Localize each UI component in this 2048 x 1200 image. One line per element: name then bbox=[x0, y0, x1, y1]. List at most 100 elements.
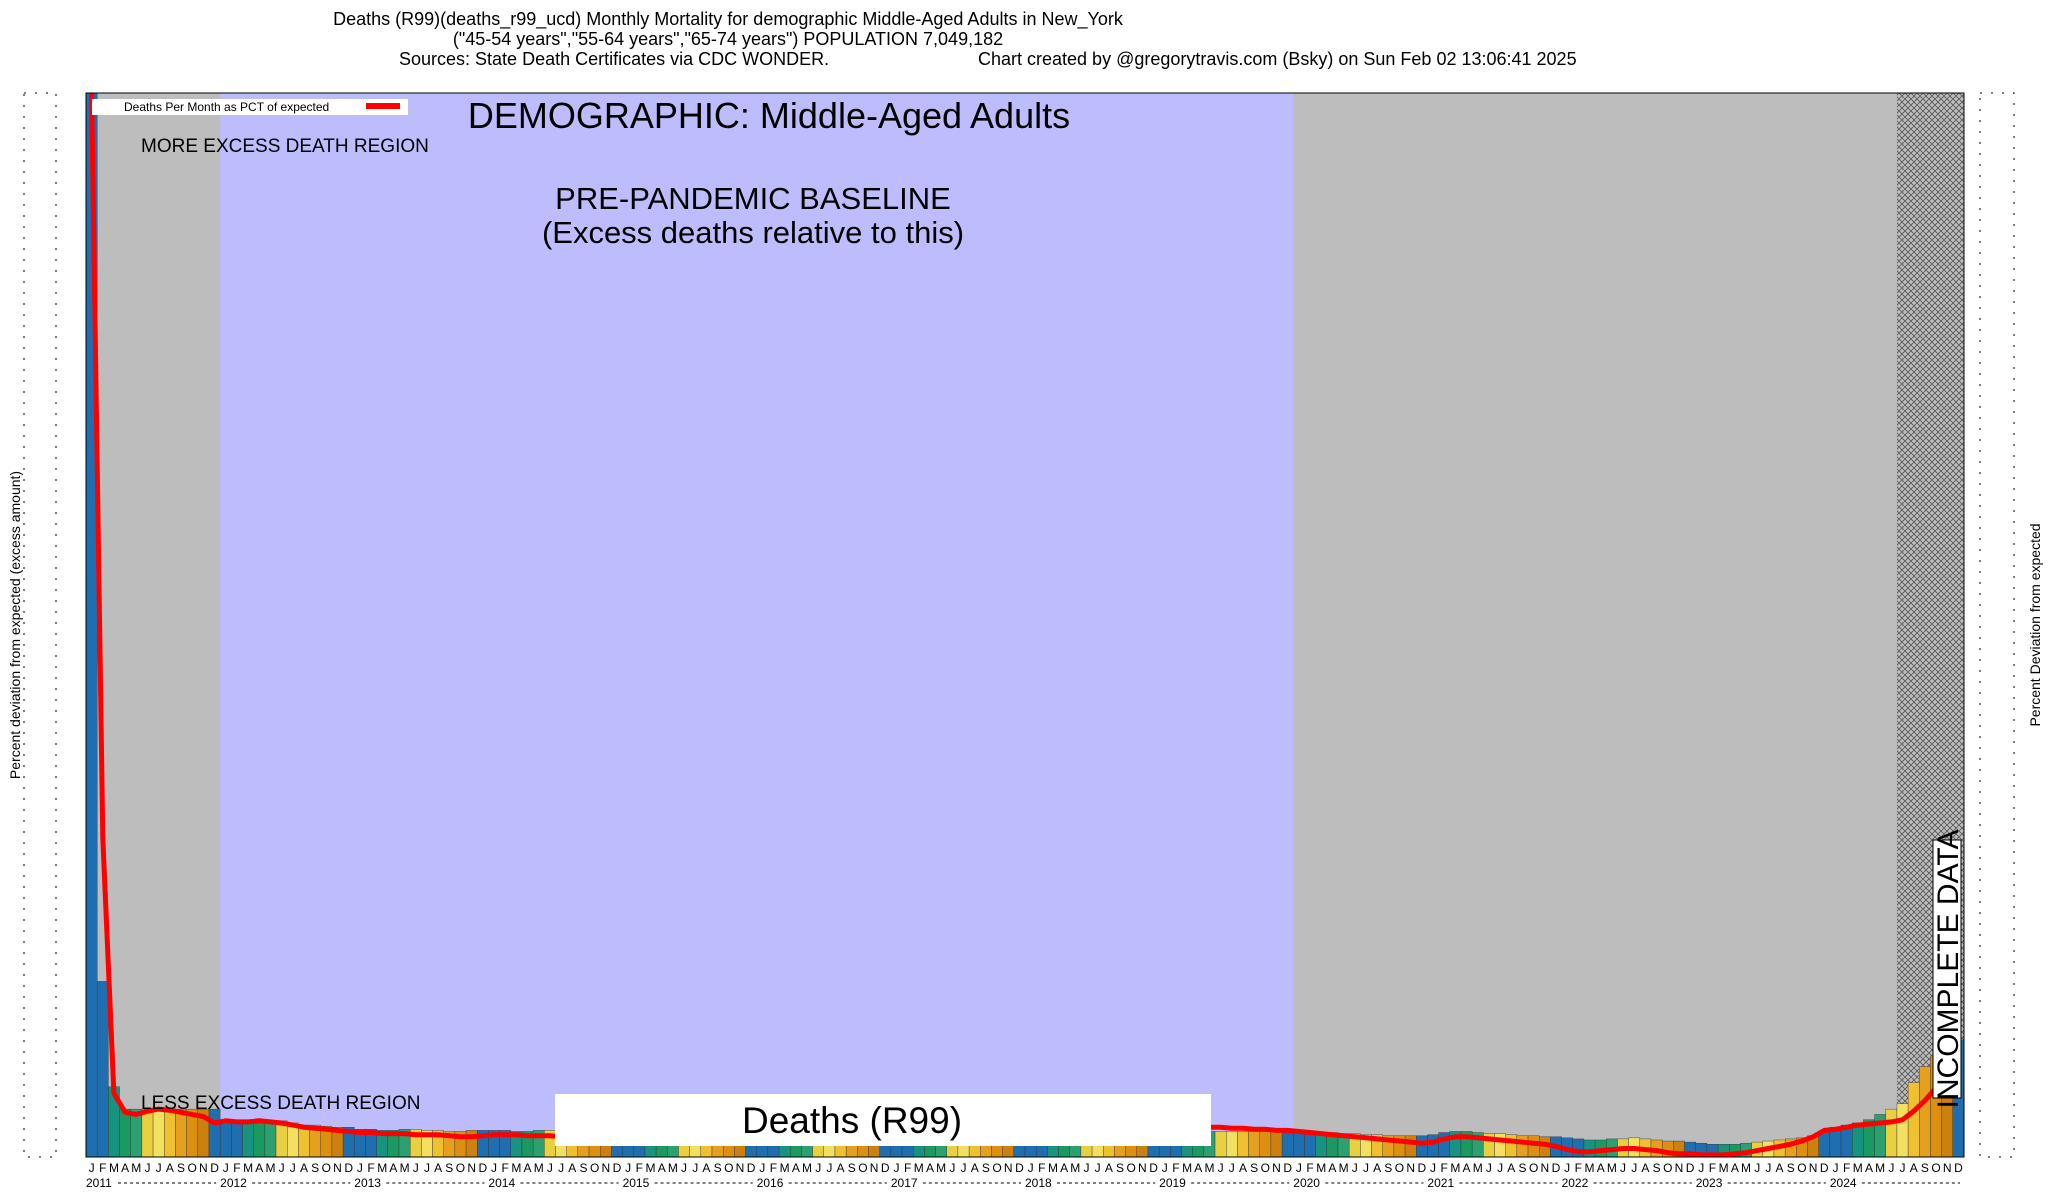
x-tick-label: F bbox=[636, 1161, 643, 1175]
x-tick-label: S bbox=[579, 1161, 587, 1175]
year-label: 2017 bbox=[891, 1176, 918, 1190]
x-tick-label: J bbox=[1083, 1161, 1089, 1175]
x-tick-label: S bbox=[177, 1161, 185, 1175]
year-label: 2021 bbox=[1427, 1176, 1454, 1190]
bar bbox=[253, 1119, 266, 1158]
bar bbox=[1214, 1131, 1227, 1158]
x-tick-label: J bbox=[1754, 1161, 1760, 1175]
x-tick-label: J bbox=[692, 1161, 698, 1175]
x-tick-label: A bbox=[1373, 1161, 1381, 1175]
bar bbox=[1281, 1130, 1294, 1158]
x-tick-label: J bbox=[1497, 1161, 1503, 1175]
x-tick-label: O bbox=[1395, 1161, 1404, 1175]
x-tick-label: F bbox=[1843, 1161, 1850, 1175]
x-tick-label: M bbox=[131, 1161, 141, 1175]
x-tick-label: N bbox=[333, 1161, 342, 1175]
x-tick-label: F bbox=[904, 1161, 911, 1175]
x-tick-label: M bbox=[109, 1161, 119, 1175]
year-label: 2018 bbox=[1025, 1176, 1052, 1190]
x-tick-label: D bbox=[1418, 1161, 1427, 1175]
x-tick-label: F bbox=[1575, 1161, 1582, 1175]
x-tick-label: S bbox=[1921, 1161, 1929, 1175]
x-tick-label: J bbox=[961, 1161, 967, 1175]
bar bbox=[141, 1108, 154, 1158]
x-tick-label: J bbox=[1620, 1161, 1626, 1175]
x-tick-label: M bbox=[1182, 1161, 1192, 1175]
x-tick-label: M bbox=[1585, 1161, 1595, 1175]
bar bbox=[264, 1120, 277, 1158]
x-tick-label: N bbox=[736, 1161, 745, 1175]
x-tick-label: N bbox=[199, 1161, 208, 1175]
bar bbox=[1583, 1139, 1596, 1158]
x-tick-label: J bbox=[681, 1161, 687, 1175]
x-tick-label: J bbox=[413, 1161, 419, 1175]
x-tick-label: J bbox=[1888, 1161, 1894, 1175]
x-tick-label: F bbox=[502, 1161, 509, 1175]
bar bbox=[242, 1121, 254, 1158]
x-tick-label: D bbox=[1552, 1161, 1561, 1175]
x-tick-label: J bbox=[1229, 1161, 1235, 1175]
x-tick-label: M bbox=[534, 1161, 544, 1175]
x-tick-label: M bbox=[1450, 1161, 1460, 1175]
year-label: 2014 bbox=[488, 1176, 515, 1190]
x-tick-label: N bbox=[1004, 1161, 1013, 1175]
baseline-region bbox=[220, 93, 1294, 1157]
x-tick-label: J bbox=[156, 1161, 162, 1175]
x-tick-label: J bbox=[815, 1161, 821, 1175]
x-tick-label: A bbox=[837, 1161, 845, 1175]
bar bbox=[1907, 1082, 1920, 1158]
x-tick-label: J bbox=[558, 1161, 564, 1175]
x-tick-label: O bbox=[724, 1161, 733, 1175]
bar bbox=[219, 1119, 232, 1158]
x-tick-label: D bbox=[1149, 1161, 1158, 1175]
credit: Chart created by @gregorytravis.com (Bsk… bbox=[978, 49, 1577, 69]
x-tick-label: N bbox=[1540, 1161, 1549, 1175]
year-label: 2020 bbox=[1293, 1176, 1320, 1190]
x-tick-label: M bbox=[400, 1161, 410, 1175]
year-label: 2015 bbox=[623, 1176, 650, 1190]
x-tick-label: F bbox=[1172, 1161, 1179, 1175]
x-tick-label: A bbox=[524, 1161, 532, 1175]
bar bbox=[1226, 1131, 1238, 1158]
x-tick-label: J bbox=[1296, 1161, 1302, 1175]
x-tick-label: F bbox=[1038, 1161, 1045, 1175]
x-tick-label: J bbox=[144, 1161, 150, 1175]
x-tick-label: F bbox=[233, 1161, 240, 1175]
x-tick-label: F bbox=[770, 1161, 777, 1175]
x-tick-label: O bbox=[1797, 1161, 1806, 1175]
x-tick-label: A bbox=[1239, 1161, 1247, 1175]
x-tick-label: M bbox=[1070, 1161, 1080, 1175]
x-tick-label: F bbox=[99, 1161, 106, 1175]
year-label: 2022 bbox=[1562, 1176, 1589, 1190]
sources: Sources: State Death Certificates via CD… bbox=[399, 49, 829, 69]
x-tick-label: A bbox=[121, 1161, 129, 1175]
axis-tick-band bbox=[23, 92, 57, 1158]
bar bbox=[119, 1108, 131, 1158]
bar bbox=[1527, 1135, 1540, 1158]
x-tick-label: M bbox=[377, 1161, 387, 1175]
x-tick-label: J bbox=[893, 1161, 899, 1175]
x-tick-label: J bbox=[625, 1161, 631, 1175]
x-tick-label: M bbox=[511, 1161, 521, 1175]
year-label: 2024 bbox=[1830, 1176, 1857, 1190]
x-tick-label: N bbox=[1138, 1161, 1147, 1175]
x-tick-label: M bbox=[1875, 1161, 1885, 1175]
year-label: 2012 bbox=[220, 1176, 247, 1190]
x-tick-label: J bbox=[89, 1161, 95, 1175]
x-tick-label: F bbox=[367, 1161, 374, 1175]
x-tick-label: J bbox=[279, 1161, 285, 1175]
x-tick-label: J bbox=[1430, 1161, 1436, 1175]
x-tick-label: A bbox=[166, 1161, 174, 1175]
x-tick-label: F bbox=[1709, 1161, 1716, 1175]
x-tick-label: J bbox=[1095, 1161, 1101, 1175]
bar bbox=[175, 1108, 187, 1158]
x-tick-label: M bbox=[668, 1161, 678, 1175]
y2-axis-label: Percent Deviation from expected bbox=[2027, 523, 2043, 726]
x-tick-label: D bbox=[344, 1161, 353, 1175]
bar bbox=[1248, 1131, 1260, 1158]
bar bbox=[96, 981, 109, 1158]
x-tick-label: A bbox=[1105, 1161, 1113, 1175]
x-tick-label: O bbox=[1529, 1161, 1538, 1175]
x-tick-label: M bbox=[1316, 1161, 1326, 1175]
